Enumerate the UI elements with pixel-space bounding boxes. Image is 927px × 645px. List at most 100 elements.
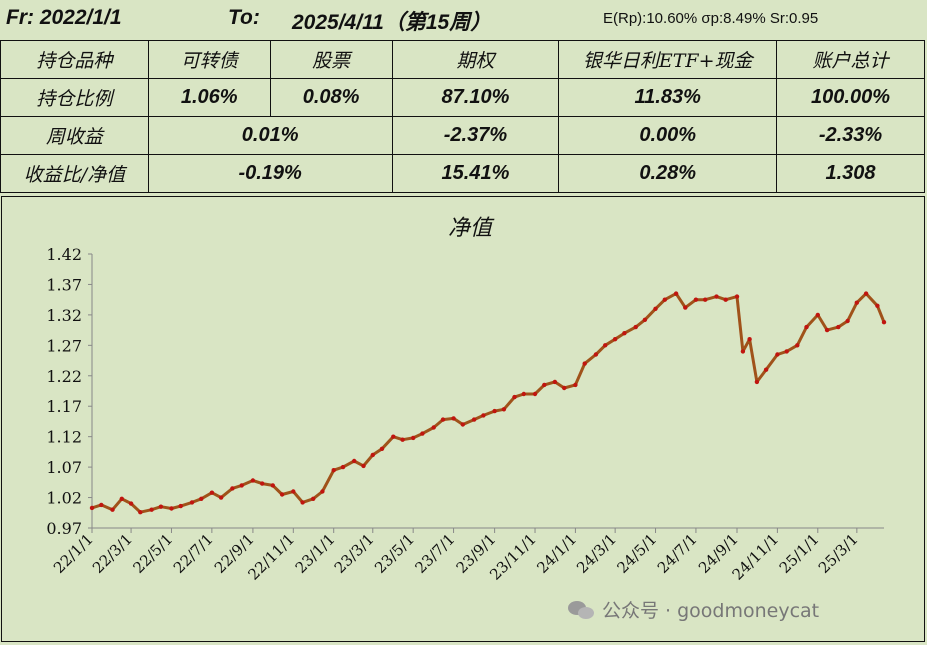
row-label: 周收益 xyxy=(0,116,149,155)
nav-point xyxy=(420,431,425,436)
nav-point xyxy=(331,468,336,473)
nav-point xyxy=(138,510,143,515)
nav-point xyxy=(370,452,375,458)
y-tick-label: 1.07 xyxy=(46,458,82,477)
nav-point xyxy=(199,496,204,501)
nav-point xyxy=(169,506,174,511)
y-tick-label: 1.02 xyxy=(46,489,82,508)
nav-point xyxy=(673,291,679,296)
x-tick-label: 23/5/1 xyxy=(371,530,418,577)
nav-point xyxy=(603,343,608,348)
nav-point xyxy=(239,483,244,488)
holdings-table: 持仓品种 可转债 股票 期权 银华日利ETF+现金 账户总计 持仓比例 1.06… xyxy=(0,40,925,193)
nav-series-line xyxy=(91,292,886,514)
report-header: Fr: 2022/1/1 To: 2025/4/11（第15周） E(Rp):1… xyxy=(0,0,927,40)
y-tick-label: 1.42 xyxy=(46,245,82,264)
x-tick-label: 24/1/1 xyxy=(533,530,580,577)
nav-point xyxy=(512,394,517,400)
table-cell: -0.19% xyxy=(147,154,393,193)
nav-point xyxy=(128,501,134,506)
table-cell: -2.37% xyxy=(391,116,560,155)
x-tick-label: 22/7/1 xyxy=(170,530,217,577)
nav-point xyxy=(747,337,752,342)
nav-point xyxy=(300,500,305,505)
x-tick-labels: 22/1/122/3/122/5/122/7/122/9/122/11/123/… xyxy=(50,528,862,584)
nav-point xyxy=(178,503,183,509)
nav-point xyxy=(714,294,719,299)
wechat-icon xyxy=(568,599,596,621)
nav-point xyxy=(763,367,769,372)
nav-point xyxy=(734,294,740,299)
y-tick-label: 1.37 xyxy=(46,275,82,294)
nav-point xyxy=(250,478,256,483)
nav-point xyxy=(361,463,366,469)
table-cell: 0.28% xyxy=(558,154,778,193)
nav-point xyxy=(622,331,627,336)
nav-point xyxy=(492,408,497,414)
nav-point xyxy=(824,327,830,333)
nav-point xyxy=(662,297,667,302)
nav-point xyxy=(683,305,688,310)
y-tick-label: 1.22 xyxy=(46,367,82,386)
nav-point xyxy=(110,507,115,512)
y-tick-label: 1.32 xyxy=(46,306,82,325)
nav-point xyxy=(440,417,446,422)
nav-point xyxy=(542,382,547,388)
nav-point xyxy=(875,303,880,308)
nav-point xyxy=(784,349,789,354)
nav-point xyxy=(209,490,215,495)
x-tick-label: 24/5/1 xyxy=(613,530,660,577)
nav-point xyxy=(460,422,465,427)
header-cell: 期权 xyxy=(391,40,560,79)
nav-chart-frame xyxy=(1,196,925,642)
nav-point xyxy=(612,337,618,342)
nav-point xyxy=(854,300,859,305)
nav-point xyxy=(693,297,699,302)
watermark-text: 公众号 · goodmoneycat xyxy=(602,600,820,622)
x-tick-label: 22/5/1 xyxy=(129,530,176,577)
x-tick-label: 24/7/1 xyxy=(654,530,701,577)
table-cell: 15.41% xyxy=(391,154,560,193)
y-tick-labels: 1.42 1.37 1.32 1.27 1.22 1.17 1.12 1.07 1.02 0.97 xyxy=(46,245,92,538)
nav-point xyxy=(218,495,224,500)
y-tick-label: 1.12 xyxy=(46,428,82,447)
x-tick-label: 23/7/1 xyxy=(412,530,459,577)
nav-point xyxy=(642,317,648,322)
header-cell: 账户总计 xyxy=(776,40,925,79)
chart-title: 净值 xyxy=(448,216,495,241)
x-tick-label: 23/3/1 xyxy=(331,530,378,577)
nav-point xyxy=(189,500,195,505)
nav-point xyxy=(99,502,104,508)
to-label: To: xyxy=(228,6,260,29)
y-tick-label: 1.27 xyxy=(46,336,82,355)
x-tick-label: 22/3/1 xyxy=(89,530,136,577)
nav-point xyxy=(804,324,809,330)
nav-point xyxy=(795,343,800,348)
x-tick-label: 23/1/1 xyxy=(292,530,339,577)
nav-point xyxy=(411,435,416,441)
table-cell: -2.33% xyxy=(776,116,925,155)
table-row: 周收益 0.01% -2.37% 0.00% -2.33% xyxy=(0,116,925,155)
nav-point xyxy=(740,349,746,354)
nav-point xyxy=(573,382,578,388)
table-cell: 1.308 xyxy=(776,154,925,193)
nav-point xyxy=(562,385,567,391)
nav-point xyxy=(89,505,95,511)
y-tick-label: 1.17 xyxy=(46,397,82,416)
nav-point xyxy=(149,507,154,512)
nav-point xyxy=(279,492,285,497)
table-row: 收益比/净值 -0.19% 15.41% 0.28% 1.308 xyxy=(0,154,925,193)
nav-series-points xyxy=(89,291,887,515)
x-tick-label: 25/1/1 xyxy=(776,530,823,577)
nav-point xyxy=(320,489,325,494)
nav-point xyxy=(552,379,558,385)
y-tick-label: 0.97 xyxy=(46,519,82,538)
nav-point xyxy=(863,291,869,296)
nav-point xyxy=(481,413,486,418)
nav-point xyxy=(451,416,456,421)
row-label: 持仓比例 xyxy=(0,78,149,117)
nav-point xyxy=(723,297,728,302)
x-tick-label: 25/3/1 xyxy=(815,530,862,577)
table-cell: 100.00% xyxy=(776,78,925,117)
nav-point xyxy=(270,483,275,488)
